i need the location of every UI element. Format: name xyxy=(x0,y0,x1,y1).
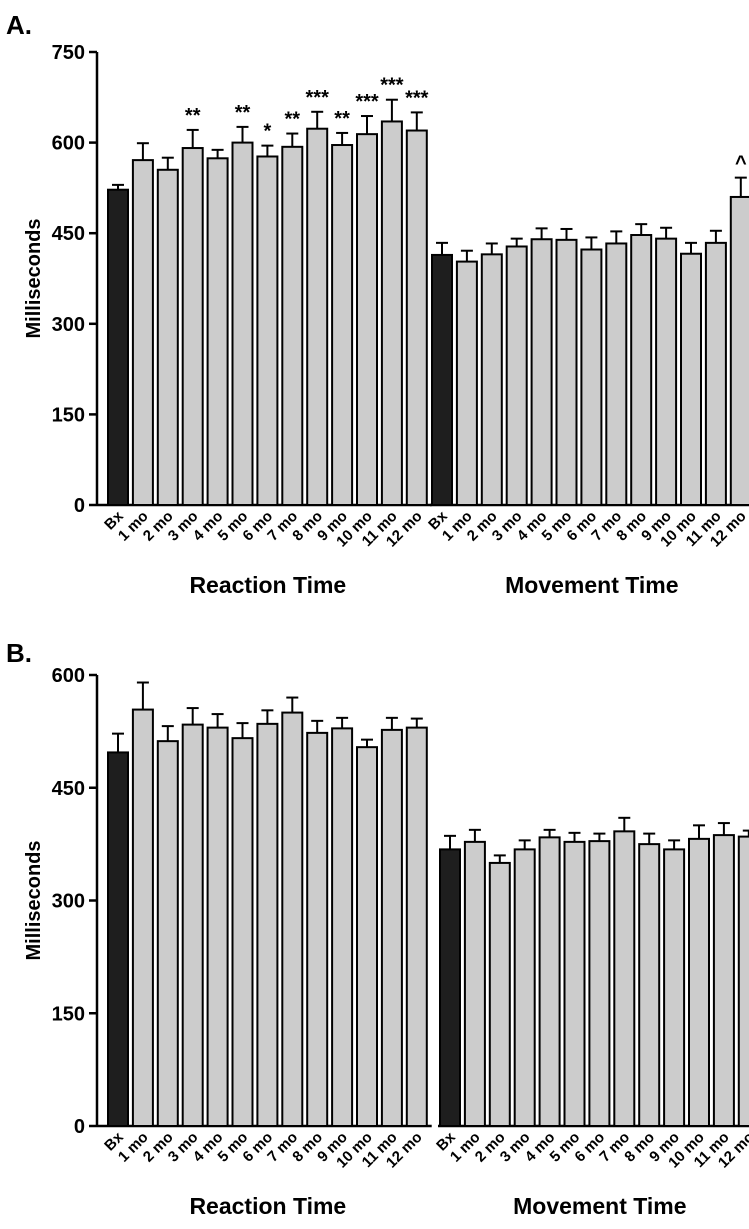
bar xyxy=(712,834,735,1127)
bar xyxy=(655,237,678,507)
bar xyxy=(156,740,179,1127)
bar xyxy=(405,726,428,1127)
y-tick-label: 300 xyxy=(52,314,85,336)
significance-marker: ** xyxy=(185,105,201,127)
significance-marker: *** xyxy=(306,87,330,109)
bar xyxy=(704,241,727,506)
bar xyxy=(538,836,561,1128)
bar xyxy=(439,848,461,1128)
y-tick-label: 150 xyxy=(52,404,85,426)
y-tick-label: 0 xyxy=(74,495,85,517)
bar xyxy=(206,157,229,507)
bar xyxy=(380,728,403,1127)
bar xyxy=(356,746,378,1127)
y-tick-label: 450 xyxy=(52,778,85,800)
bar xyxy=(729,195,749,507)
bar xyxy=(281,711,304,1127)
bar xyxy=(505,245,528,506)
bar xyxy=(181,723,204,1128)
bar xyxy=(206,726,229,1127)
bar xyxy=(156,168,179,506)
panel-b: B. 0 150 300 450 600 Milliseconds Bx 1 mo 2 mo 3 … xyxy=(0,612,749,1224)
bar xyxy=(256,155,279,506)
bar xyxy=(380,120,403,507)
bar xyxy=(555,238,578,506)
panel-a: A. 0 150 300 450 600 750 Milliseconds Bx 1 mo 2 m… xyxy=(0,0,749,612)
significance-marker: *** xyxy=(405,87,429,109)
bar xyxy=(488,861,511,1128)
panel-label-a: A. xyxy=(6,10,32,40)
group-title: Reaction Time xyxy=(189,1193,346,1219)
bar xyxy=(588,840,611,1127)
bar xyxy=(630,234,653,506)
y-axis-title: Milliseconds xyxy=(23,840,45,960)
y-tick-label: 0 xyxy=(74,1116,85,1138)
bar xyxy=(256,722,279,1127)
bar xyxy=(463,840,486,1127)
group-title: Movement Time xyxy=(505,572,678,598)
bar xyxy=(131,708,154,1128)
bar xyxy=(131,159,154,506)
bar xyxy=(563,840,586,1127)
panel-label-b: B. xyxy=(6,638,32,668)
bar xyxy=(663,848,686,1128)
y-tick-label: 600 xyxy=(52,133,85,155)
bar xyxy=(181,147,204,506)
significance-marker: * xyxy=(264,121,272,143)
bar xyxy=(638,843,661,1127)
bar xyxy=(231,737,254,1127)
bar xyxy=(356,133,378,506)
y-tick-label: 150 xyxy=(52,1003,85,1025)
bar xyxy=(431,253,453,506)
y-tick-label: 600 xyxy=(52,665,85,687)
bar xyxy=(737,835,749,1127)
bar xyxy=(281,145,304,506)
bar xyxy=(613,830,636,1127)
bar xyxy=(580,248,603,506)
significance-marker: ** xyxy=(235,102,251,124)
group-title: Movement Time xyxy=(513,1193,686,1219)
bar xyxy=(331,727,354,1127)
significance-marker: ** xyxy=(285,109,301,131)
bar xyxy=(688,837,710,1127)
significance-marker: ** xyxy=(334,108,350,130)
bar xyxy=(480,253,503,506)
bar xyxy=(231,141,254,506)
bar xyxy=(680,252,702,506)
bar xyxy=(405,129,428,507)
bar xyxy=(306,127,329,506)
group-title: Reaction Time xyxy=(189,572,346,598)
significance-marker: *** xyxy=(355,91,379,113)
significance-marker: *** xyxy=(380,75,404,97)
y-tick-label: 750 xyxy=(52,42,85,64)
bar xyxy=(455,260,478,507)
bar xyxy=(306,731,329,1128)
bar xyxy=(513,848,536,1128)
y-axis-title: Milliseconds xyxy=(23,218,45,338)
bar xyxy=(331,144,354,507)
bar xyxy=(107,188,129,506)
bar xyxy=(107,751,129,1127)
bar xyxy=(530,238,553,507)
bar xyxy=(605,242,628,507)
y-tick-label: 450 xyxy=(52,223,85,245)
significance-marker: ^ xyxy=(735,153,747,175)
y-tick-label: 300 xyxy=(52,891,85,913)
